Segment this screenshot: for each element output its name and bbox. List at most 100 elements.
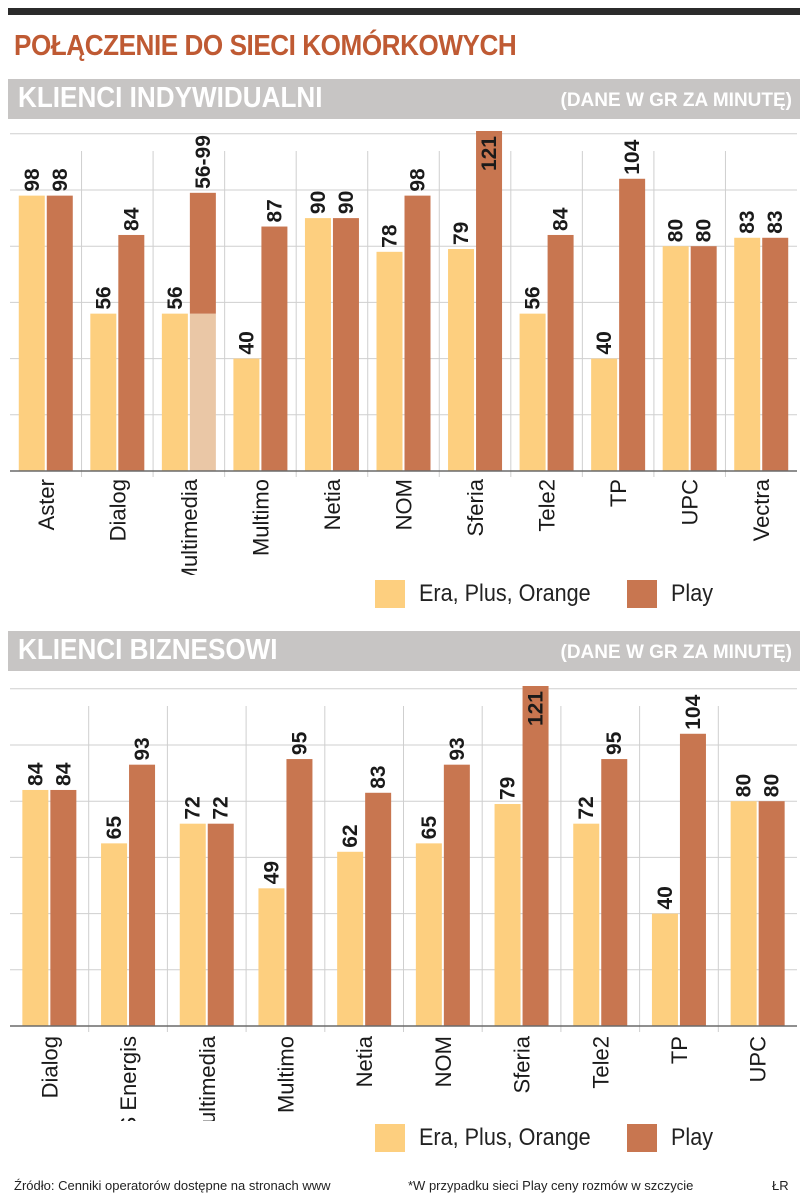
category-label-upc: UPC xyxy=(678,479,703,526)
value-label-era-plus-orange-tele2: 56 xyxy=(522,286,545,309)
category-label-tele2: Tele2 xyxy=(588,1036,613,1089)
bar-play-dialog xyxy=(118,234,145,471)
section-header-individual: KLIENCI INDYWIDUALNI (DANE W GR ZA MINUT… xyxy=(8,79,800,119)
category-label-vectra: Vectra xyxy=(749,478,774,541)
bar-play-range-low-multimedia xyxy=(189,313,216,471)
value-label-era-plus-orange-tele2: 72 xyxy=(575,796,598,819)
category-label-upc: UPC xyxy=(746,1036,771,1083)
value-label-play-upc: 80 xyxy=(761,774,784,797)
bar-era-plus-orange-upc xyxy=(730,801,757,1026)
category-label-gts-energis: GTS Energis xyxy=(116,1036,141,1121)
bar-era-plus-orange-aster xyxy=(18,195,45,471)
category-label-sferia: Sferia xyxy=(463,478,488,536)
value-label-play-tele2: 84 xyxy=(550,207,573,231)
category-label-nom: NOM xyxy=(431,1036,456,1087)
legend-swatch-play xyxy=(627,1124,657,1152)
bar-era-plus-orange-tp xyxy=(651,913,678,1026)
category-label-netia: Netia xyxy=(352,1035,377,1087)
bar-era-plus-orange-multimo xyxy=(233,358,260,471)
value-label-era-plus-orange-sferia: 79 xyxy=(497,777,520,800)
category-label-dialog: Dialog xyxy=(105,479,130,541)
bar-play-upc xyxy=(690,246,717,471)
value-label-era-plus-orange-multimedia: 72 xyxy=(182,796,205,819)
bar-play-multimo xyxy=(261,226,288,471)
bar-play-sferia xyxy=(522,686,549,1026)
value-label-play-tele2: 95 xyxy=(603,731,626,755)
footer-credit: ŁR xyxy=(772,1178,789,1193)
value-label-play-sferia: 121 xyxy=(478,136,501,171)
footer-source: Źródło: Cenniki operatorów dostępne na s… xyxy=(14,1178,331,1193)
value-label-play-gts-energis: 93 xyxy=(131,737,154,760)
value-label-play-multimo: 95 xyxy=(288,731,311,755)
category-label-netia: Netia xyxy=(320,478,345,530)
value-label-play-dialog: 84 xyxy=(120,207,143,231)
value-label-play-aster: 98 xyxy=(49,168,72,192)
value-label-era-plus-orange-tp: 40 xyxy=(654,886,677,909)
category-label-dialog: Dialog xyxy=(37,1036,62,1098)
bar-era-plus-orange-netia xyxy=(337,851,364,1026)
value-label-play-multimedia: 72 xyxy=(210,796,233,819)
bar-play-tp xyxy=(679,733,706,1026)
section-unit-business: (DANE W GR ZA MINUTĘ) xyxy=(560,642,793,663)
bar-era-plus-orange-gts-energis xyxy=(101,843,128,1026)
bar-era-plus-orange-tele2 xyxy=(519,313,546,471)
value-label-era-plus-orange-dialog: 84 xyxy=(24,762,47,786)
value-label-era-plus-orange-sferia: 79 xyxy=(450,222,473,245)
bar-play-dialog xyxy=(50,789,77,1026)
category-label-multimedia: Multimedia xyxy=(177,478,202,575)
legend-label-era-plus-orange: Era, Plus, Orange xyxy=(419,1124,591,1151)
value-label-era-plus-orange-aster: 98 xyxy=(21,168,44,192)
top-rule xyxy=(8,8,800,15)
value-label-era-plus-orange-upc: 80 xyxy=(733,774,756,797)
bar-play-tele2 xyxy=(547,234,574,471)
value-label-play-dialog: 84 xyxy=(52,762,75,786)
category-label-sferia: Sferia xyxy=(510,1035,535,1093)
bar-play-nom xyxy=(404,195,431,471)
legend-swatch-play xyxy=(627,580,657,608)
bar-era-plus-orange-upc xyxy=(662,246,689,471)
category-label-tp: TP xyxy=(667,1036,692,1064)
value-label-era-plus-orange-multimo: 40 xyxy=(235,331,258,354)
section-title-business: KLIENCI BIZNESOWI xyxy=(18,634,278,666)
value-label-play-nom: 93 xyxy=(446,737,469,760)
value-label-play-tp: 104 xyxy=(621,139,644,174)
value-label-play-tp: 104 xyxy=(682,694,705,729)
bar-play-vectra xyxy=(762,237,789,471)
value-label-era-plus-orange-netia: 62 xyxy=(339,824,362,847)
value-label-play-nom: 98 xyxy=(407,168,430,192)
legend-label-era-plus-orange: Era, Plus, Orange xyxy=(419,580,591,607)
bar-play-netia xyxy=(332,218,359,471)
chart-individual: 98 98Aster5684Dialog5656-99Multimedia4087… xyxy=(10,131,797,575)
value-label-era-plus-orange-upc: 80 xyxy=(665,219,688,242)
bar-era-plus-orange-sferia xyxy=(494,804,521,1026)
bar-play-nom xyxy=(443,764,470,1026)
value-label-era-plus-orange-vectra: 83 xyxy=(736,210,759,233)
category-label-nom: NOM xyxy=(392,479,417,530)
value-label-play-vectra: 83 xyxy=(764,210,787,233)
page-title: POŁĄCZENIE DO SIECI KOMÓRKOWYCH xyxy=(14,30,517,62)
bar-era-plus-orange-netia xyxy=(304,218,331,471)
value-label-play-upc: 80 xyxy=(693,219,716,242)
value-label-era-plus-orange-tp: 40 xyxy=(593,331,616,354)
bar-era-plus-orange-sferia xyxy=(448,249,475,471)
bar-era-plus-orange-nom xyxy=(415,843,442,1026)
bar-era-plus-orange-multimedia xyxy=(179,823,206,1026)
bar-era-plus-orange-multimo xyxy=(258,888,285,1026)
bar-era-plus-orange-tp xyxy=(591,358,618,471)
bar-era-plus-orange-vectra xyxy=(734,237,761,471)
category-label-tp: TP xyxy=(606,479,631,507)
bar-play-tp xyxy=(619,178,646,471)
legend-item-era-plus-orange-individual: Era, Plus, Orange xyxy=(375,580,605,608)
bar-play-upc xyxy=(758,801,785,1026)
value-label-play-sferia: 121 xyxy=(525,691,548,726)
legend-item-play-business: Play xyxy=(627,1124,737,1152)
value-label-era-plus-orange-nom: 78 xyxy=(379,224,402,248)
value-label-play-netia: 83 xyxy=(367,765,390,788)
section-title-individual: KLIENCI INDYWIDUALNI xyxy=(18,82,323,114)
footer-note: *W przypadku sieci Play ceny rozmów w sz… xyxy=(408,1178,694,1193)
section-unit-individual: (DANE W GR ZA MINUTĘ) xyxy=(560,90,793,111)
value-label-play-netia: 90 xyxy=(335,191,358,214)
bar-era-plus-orange-multimedia xyxy=(161,313,188,471)
legend-label-play: Play xyxy=(671,1124,714,1151)
